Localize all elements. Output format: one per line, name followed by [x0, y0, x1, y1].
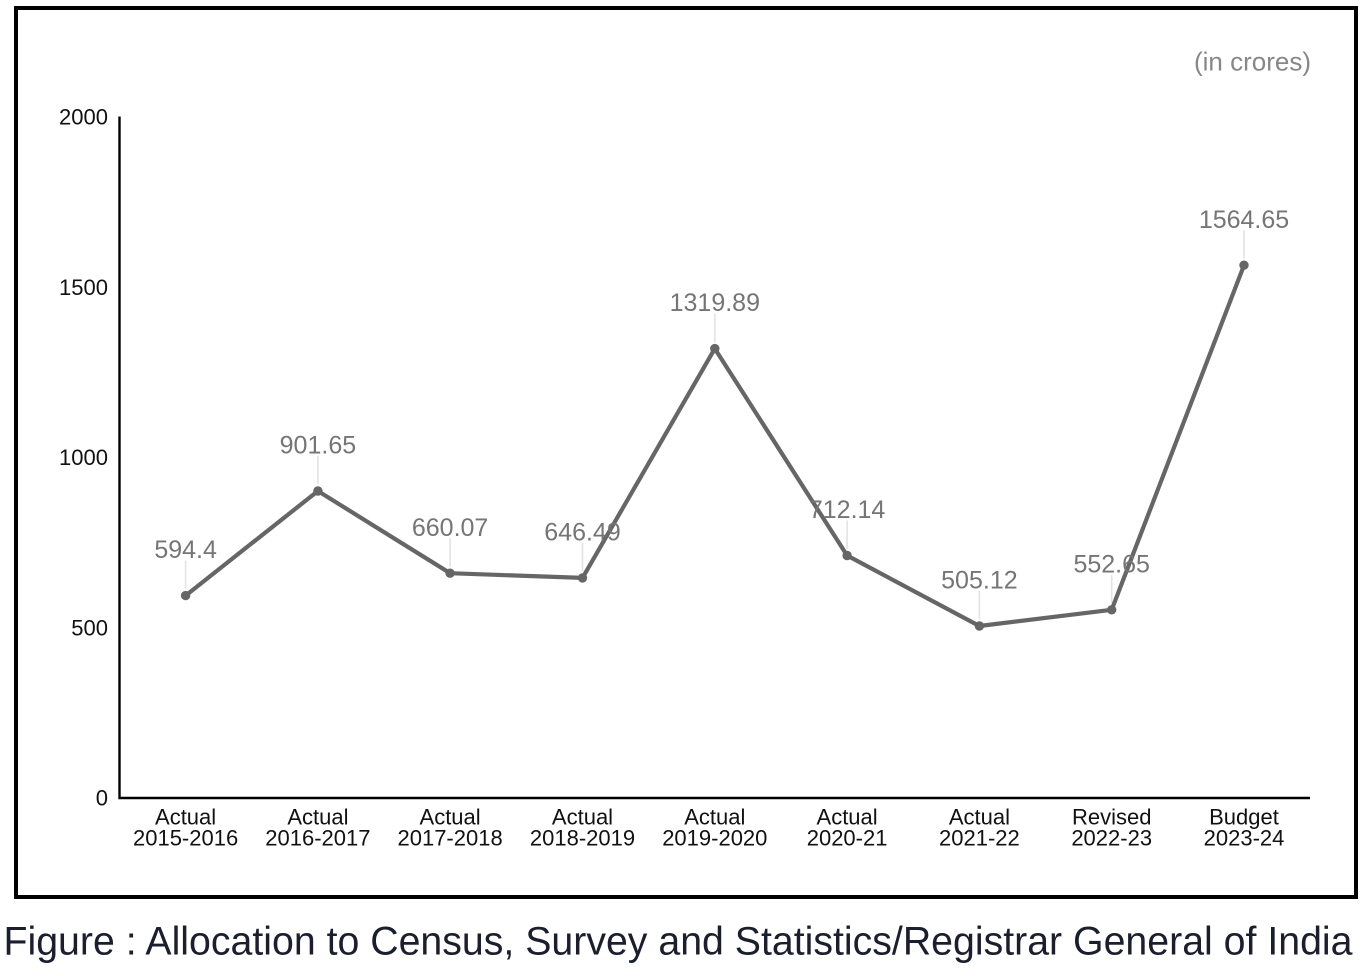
svg-text:712.14: 712.14 — [809, 496, 886, 524]
svg-text:500: 500 — [71, 615, 108, 640]
svg-text:Budget: Budget — [1209, 805, 1279, 830]
svg-text:Actual: Actual — [287, 805, 348, 830]
svg-text:0: 0 — [96, 786, 108, 811]
svg-text:901.65: 901.65 — [280, 432, 356, 460]
svg-text:Actual: Actual — [552, 805, 613, 830]
svg-text:(in crores): (in crores) — [1194, 47, 1311, 77]
svg-text:2016-2017: 2016-2017 — [265, 826, 370, 851]
svg-text:Revised: Revised — [1072, 805, 1151, 830]
svg-text:660.07: 660.07 — [412, 514, 488, 542]
svg-text:1500: 1500 — [59, 275, 108, 300]
svg-text:Actual: Actual — [420, 805, 481, 830]
svg-text:1319.89: 1319.89 — [670, 289, 760, 317]
svg-text:2017-2018: 2017-2018 — [397, 826, 502, 851]
svg-text:Actual: Actual — [949, 805, 1010, 830]
svg-text:505.12: 505.12 — [941, 567, 1017, 595]
svg-text:646.49: 646.49 — [544, 519, 620, 547]
svg-text:2019-2020: 2019-2020 — [662, 826, 767, 851]
svg-text:2022-23: 2022-23 — [1071, 826, 1152, 851]
svg-text:Figure : Allocation to Census,: Figure : Allocation to Census, Survey an… — [4, 919, 1354, 963]
svg-text:1000: 1000 — [59, 445, 108, 470]
svg-text:552.65: 552.65 — [1073, 550, 1149, 578]
svg-text:2000: 2000 — [59, 105, 108, 130]
svg-text:2021-22: 2021-22 — [939, 826, 1020, 851]
svg-text:2020-21: 2020-21 — [807, 826, 888, 851]
svg-text:594.4: 594.4 — [154, 536, 217, 564]
svg-text:2015-2016: 2015-2016 — [133, 826, 238, 851]
svg-text:2018-2019: 2018-2019 — [530, 826, 635, 851]
svg-text:Actual: Actual — [684, 805, 745, 830]
svg-text:Actual: Actual — [155, 805, 216, 830]
svg-text:1564.65: 1564.65 — [1199, 206, 1289, 234]
svg-text:Actual: Actual — [817, 805, 878, 830]
svg-text:2023-24: 2023-24 — [1204, 826, 1285, 851]
